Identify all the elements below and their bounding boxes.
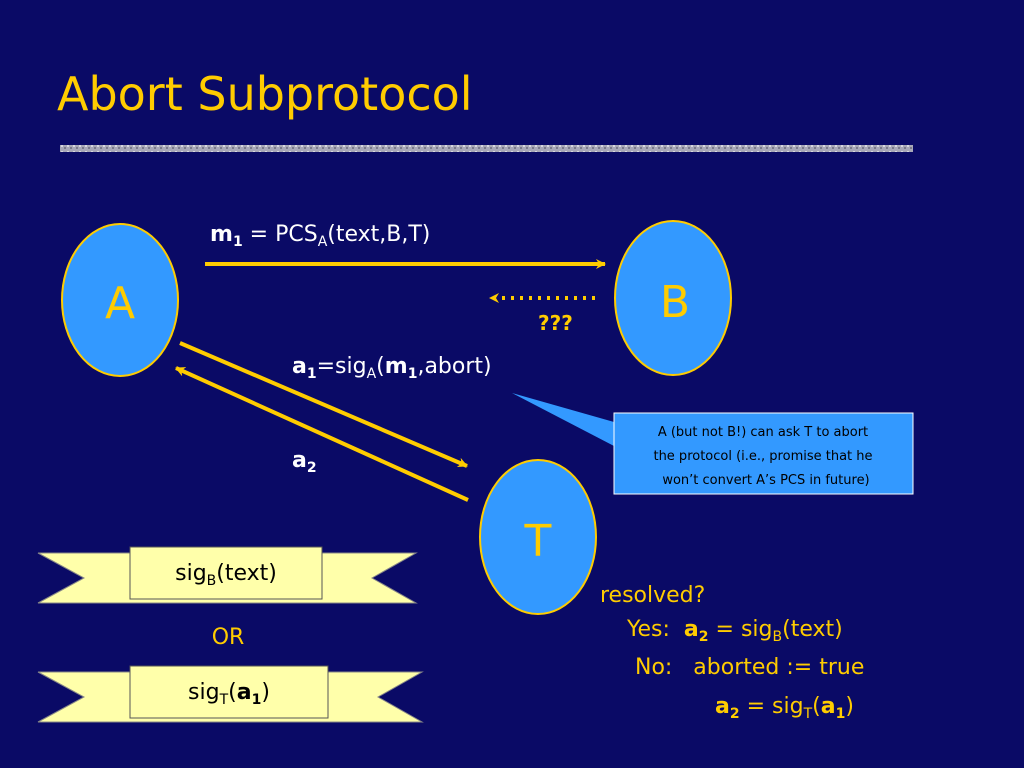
text-part: 1: [252, 692, 262, 708]
resolution-no-value: a2 = sigT(a1): [715, 694, 854, 722]
message-label: m1 = PCSA(text,B,T): [210, 222, 430, 250]
arrow: [175, 366, 469, 502]
resolution-no: No: aborted := true: [635, 655, 864, 680]
callout-text: the protocol (i.e., promise that he: [653, 449, 872, 464]
node-label: A: [105, 278, 135, 329]
callout-pointer: [512, 393, 614, 446]
text-part: = sig: [740, 694, 804, 719]
text-part: A: [318, 234, 328, 250]
text-part: (: [228, 680, 237, 705]
text-part: B: [207, 573, 217, 589]
banner-panel: [129, 546, 323, 600]
text-part: = PCS: [243, 222, 318, 247]
text-part: m: [210, 222, 233, 247]
text-part: T: [803, 706, 813, 722]
banner-text: sigT(a1): [188, 680, 270, 708]
message-label: a2: [292, 448, 317, 476]
callout-box: [613, 412, 914, 495]
text-part: (: [812, 694, 821, 719]
text-part: ,abort): [417, 354, 491, 379]
node-t: [479, 459, 597, 615]
text-part: 1: [233, 234, 243, 250]
arrow: [179, 341, 468, 468]
text-part: 2: [730, 706, 740, 722]
resolution-yes: Yes: a2 = sigB(text): [626, 617, 843, 645]
text-part: a: [237, 680, 252, 705]
text-part: m: [385, 354, 408, 379]
text-part: a: [292, 448, 307, 473]
text-part: Yes:: [626, 617, 684, 642]
node-label: T: [524, 516, 552, 567]
callout-text: A (but not B!) can ask T to abort: [658, 425, 868, 440]
banner-text: sigB(text): [175, 561, 277, 589]
node-label: B: [660, 277, 690, 328]
text-part: a: [821, 694, 836, 719]
message-label: a1=sigA(m1,abort): [292, 354, 492, 382]
text-part: ): [261, 680, 270, 705]
text-part: 1: [307, 366, 317, 382]
text-part: 1: [836, 706, 846, 722]
text-part: 2: [307, 460, 317, 476]
text-part: =sig: [317, 354, 367, 379]
text-part: a: [684, 617, 699, 642]
text-part: A: [367, 366, 377, 382]
text-part: (text,B,T): [327, 222, 430, 247]
node-b: [614, 220, 732, 376]
text-part: (: [376, 354, 385, 379]
unknown-label: ???: [538, 311, 573, 335]
text-part: ): [845, 694, 854, 719]
or-label: OR: [212, 625, 245, 650]
text-part: sig: [188, 680, 220, 705]
node-a: [61, 223, 179, 377]
text-part: 1: [408, 366, 418, 382]
text-part: T: [219, 692, 229, 708]
text-part: a: [715, 694, 730, 719]
text-part: = sig: [709, 617, 773, 642]
callout-text: won’t convert A’s PCS in future): [662, 473, 869, 488]
resolution-question: resolved?: [600, 583, 705, 608]
text-part: (text): [782, 617, 843, 642]
text-part: sig: [175, 561, 207, 586]
text-part: B: [773, 629, 783, 645]
text-part: a: [292, 354, 307, 379]
text-part: (text): [216, 561, 277, 586]
title: Abort Subprotocol: [57, 67, 473, 121]
separator: [60, 145, 913, 152]
banner-panel: [129, 665, 329, 719]
text-part: 2: [699, 629, 709, 645]
